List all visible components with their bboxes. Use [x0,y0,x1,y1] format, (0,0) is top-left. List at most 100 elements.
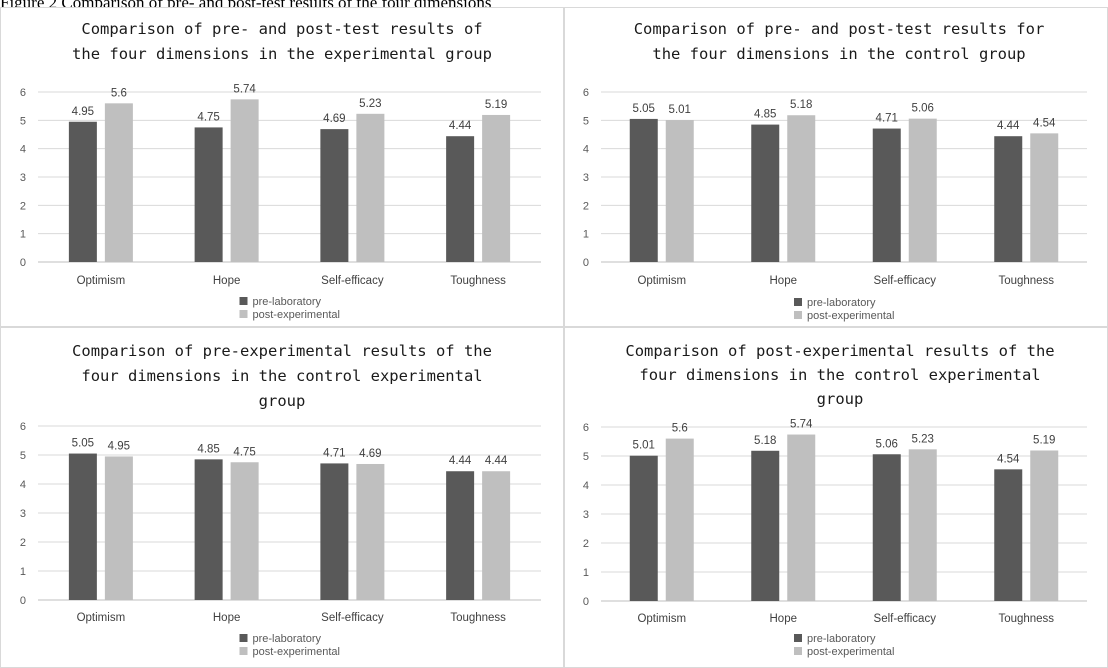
legend-label: post-experimental [253,646,340,658]
bar-pre-laboratory [446,136,475,262]
data-label: 5.6 [111,87,127,99]
data-label: 4.75 [233,446,255,458]
bar-pre-laboratory [994,136,1023,262]
legend-swatch [794,647,802,655]
x-category-label: Self-efficacy [321,275,384,287]
bar-post-experimental [665,120,694,262]
y-tick-label: 2 [583,200,589,212]
bar-pre-laboratory [872,128,901,262]
legend-swatch [794,634,802,642]
data-label: 4.71 [876,113,898,125]
bar-post-experimental [482,471,511,600]
legend-swatch [239,634,248,642]
bar-pre-laboratory [68,121,97,262]
data-label: 4.69 [359,448,381,460]
bar-pre-laboratory [629,118,658,263]
bar-post-experimental [665,438,694,601]
x-category-label: Optimism [637,613,686,625]
data-label: 5.06 [912,103,934,115]
data-label: 4.85 [197,443,219,455]
y-tick-label: 2 [20,200,26,212]
data-label: 4.54 [997,453,1020,465]
y-tick-label: 1 [20,566,26,578]
legend-swatch [239,647,248,655]
data-label: 5.05 [633,103,655,115]
y-tick-label: 3 [583,172,589,184]
chart-panel-post-experimental: Comparison of post-experimental results … [564,327,1108,668]
bar-pre-laboratory [194,459,223,600]
x-category-label: Optimism [77,275,126,287]
x-category-label: Hope [213,612,241,624]
data-label: 5.6 [672,423,688,435]
y-tick-label: 0 [583,257,589,269]
y-tick-label: 5 [583,451,589,463]
legend-swatch [239,297,248,305]
chart-title-line: Comparison of pre- and post-test results… [634,20,1045,38]
data-label: 4.71 [323,447,345,459]
bar-pre-laboratory [629,455,658,601]
bar-post-experimental [356,113,385,262]
x-category-label: Toughness [998,275,1054,287]
data-label: 4.44 [449,455,472,467]
y-tick-label: 2 [583,538,589,550]
data-label: 5.18 [754,435,776,447]
x-category-label: Hope [213,275,241,287]
y-tick-label: 3 [20,172,26,184]
data-label: 4.75 [197,111,219,123]
y-tick-label: 6 [20,87,26,99]
y-tick-label: 2 [20,537,26,549]
y-tick-label: 0 [20,595,26,607]
data-label: 4.54 [1033,117,1056,129]
bar-post-experimental [787,434,816,601]
chart-svg-post-experimental: Comparison of post-experimental results … [583,342,1087,658]
x-category-label: Toughness [450,275,506,287]
data-label: 5.19 [1033,434,1055,446]
bar-pre-laboratory [751,124,780,262]
legend-label: pre-laboratory [253,633,322,645]
x-category-label: Self-efficacy [874,275,937,287]
x-category-label: Toughness [450,612,506,624]
bar-post-experimental [908,118,937,262]
y-tick-label: 1 [20,229,26,241]
x-category-label: Optimism [77,612,126,624]
y-tick-label: 0 [583,596,589,608]
bar-post-experimental [787,115,816,262]
chart-svg-experimental: Comparison of pre- and post-test results… [20,20,541,321]
x-category-label: Self-efficacy [321,612,384,624]
chart-title-line: group [259,392,306,410]
data-label: 5.01 [633,440,655,452]
legend-label: pre-laboratory [253,296,322,308]
legend-label: pre-laboratory [807,297,876,309]
y-tick-label: 6 [20,421,26,433]
chart-title-line: four dimensions in the control experimen… [639,366,1040,384]
bar-pre-laboratory [68,453,97,600]
legend-swatch [794,298,802,306]
data-label: 5.23 [912,433,934,445]
y-tick-label: 4 [583,144,589,156]
data-label: 5.74 [790,419,813,431]
data-label: 4.44 [449,120,472,132]
y-tick-label: 5 [20,115,26,127]
chart-panel-control: Comparison of pre- and post-test results… [564,7,1108,327]
legend-label: post-experimental [807,310,894,322]
data-label: 5.19 [485,99,507,111]
bar-post-experimental [908,449,937,601]
x-category-label: Optimism [637,275,686,287]
data-label: 4.44 [485,455,508,467]
chart-panel-pre-experimental: Comparison of pre-experimental results o… [0,327,564,668]
y-tick-label: 4 [20,144,26,156]
legend-label: post-experimental [253,309,340,321]
bar-pre-laboratory [194,127,223,263]
data-label: 5.06 [876,438,898,450]
y-tick-label: 6 [583,422,589,434]
chart-title-line: the four dimensions in the control group [652,45,1025,63]
data-label: 5.01 [669,104,691,116]
chart-title-line: group [817,390,864,408]
data-label: 4.95 [108,440,130,452]
chart-svg-control: Comparison of pre- and post-test results… [583,20,1087,322]
y-tick-label: 3 [583,509,589,521]
bar-post-experimental [230,99,259,262]
data-label: 4.44 [997,120,1020,132]
data-label: 4.95 [72,106,94,118]
x-category-label: Hope [770,613,798,625]
